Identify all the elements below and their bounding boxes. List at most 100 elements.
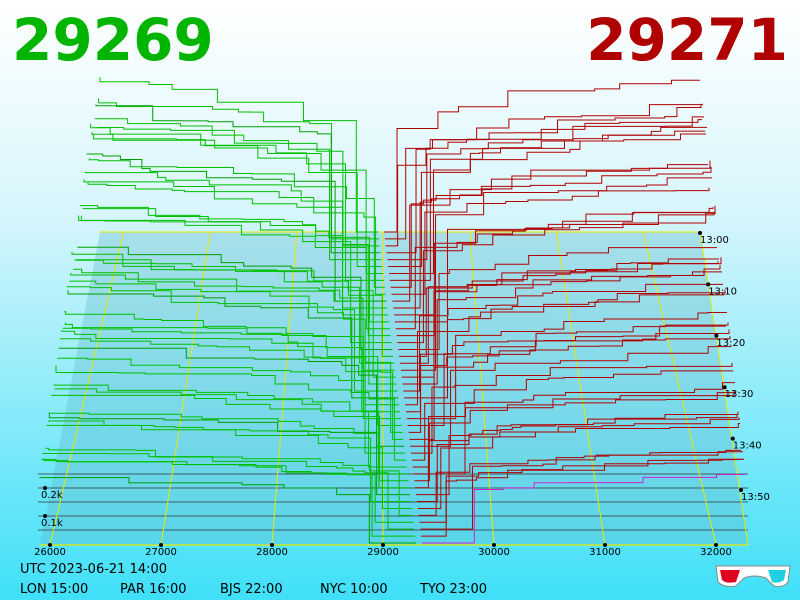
bid-depth-line: [95, 104, 381, 254]
depth-tick-dot: [43, 514, 47, 518]
bid-depth-line: [77, 246, 393, 350]
bid-depth-line: [91, 131, 384, 274]
bid-depth-line: [57, 357, 406, 454]
depth-tick-label: 0.2k: [41, 490, 63, 501]
bid-depth-line: [66, 286, 400, 406]
time-tick-dot: [739, 488, 743, 492]
price-tick-dot: [270, 543, 274, 547]
price-tick-label: 29000: [367, 547, 399, 558]
bid-depth-line: [80, 215, 390, 330]
bid-depth-line: [76, 259, 394, 357]
ask-depth-line: [386, 103, 703, 254]
bid-price: 29269: [12, 6, 214, 74]
ask-depth-line: [401, 257, 722, 378]
depth-tick-dot: [43, 486, 47, 490]
ask-depth-line: [387, 116, 704, 261]
bid-depth-line: [99, 77, 378, 233]
time-zone: LON 15:00: [20, 582, 88, 597]
bid-depth-line: [46, 424, 412, 509]
ask-depth-line: [405, 289, 726, 406]
ask-depth-line: [393, 166, 712, 309]
time-tick-label: 13:30: [725, 389, 754, 400]
price-grid-line: [271, 231, 298, 546]
bid-depth-line: [42, 453, 415, 530]
bid-depth-line: [74, 259, 395, 364]
red-lens: [720, 570, 740, 583]
price-grid-line: [556, 231, 606, 546]
bid-depth-line: [50, 412, 410, 489]
bid-depth-line: [39, 477, 416, 544]
price-tick-label: 30000: [478, 547, 510, 558]
bid-depth-line: [86, 153, 387, 302]
ask-depth-line: [395, 212, 715, 330]
ask-depth-line: [397, 212, 716, 344]
price-tick-label: 26000: [34, 547, 66, 558]
price-tick-label: 28000: [256, 547, 288, 558]
ask-depth-line: [384, 104, 701, 240]
time-tick-dot: [714, 333, 719, 338]
ask-depth-line: [392, 160, 711, 302]
bid-depth-line: [78, 215, 392, 344]
bid-depth-line: [80, 205, 391, 337]
time-zone: PAR 16:00: [120, 582, 187, 597]
bid-depth-line: [88, 158, 385, 288]
time-tick-label: 13:00: [700, 235, 729, 246]
bid-depth-line: [72, 268, 395, 371]
bid-depth-line: [58, 347, 405, 447]
bid-depth-line: [70, 272, 397, 385]
bid-depth-line: [54, 388, 407, 468]
ask-depth-line: [418, 449, 741, 516]
ask-depth-line: [385, 119, 702, 247]
utc-time: UTC 2023-06-21 14:00: [20, 562, 167, 577]
ask-depth-line: [398, 247, 717, 350]
ask-depth-line: [414, 392, 736, 482]
bid-depth-line: [69, 280, 398, 392]
ask-depth-line: [411, 362, 733, 454]
ask-depth-line: [410, 346, 732, 447]
price-tick-dot: [492, 543, 496, 547]
depth-lines: [39, 77, 745, 544]
time-zone: TYO 23:00: [419, 582, 487, 597]
ask-depth-line: [407, 322, 729, 427]
ask-depth-line: [389, 133, 706, 274]
time-tick-dot: [706, 282, 711, 287]
ask-depth-line: [396, 205, 716, 337]
ask-depth-line: [389, 126, 707, 281]
ask-depth-line: [409, 336, 731, 440]
floor: [40, 232, 748, 545]
bid-depth-line: [71, 251, 396, 378]
ask-depth-line: [402, 271, 722, 385]
ask-depth-line: [403, 283, 723, 392]
bid-depth-line: [84, 171, 388, 309]
bid-depth-line: [94, 118, 382, 261]
depth-tick-label: 0.1k: [41, 518, 63, 529]
price-grid-line: [160, 231, 211, 546]
ask-price: 29271: [586, 6, 788, 74]
price-tick-dot: [48, 543, 52, 547]
bid-depth-line: [98, 98, 379, 240]
bid-depth-line: [64, 322, 400, 413]
ask-depth-line: [384, 79, 700, 233]
bid-depth-line: [55, 365, 406, 461]
ask-depth-line: [412, 390, 735, 468]
price-tick-dot: [714, 543, 718, 547]
bid-depth-line: [41, 458, 416, 537]
time-tick-dot: [698, 231, 702, 235]
price-tick-label: 32000: [700, 547, 732, 558]
ask-depth-line: [400, 258, 719, 364]
price-tick-dot: [381, 543, 385, 547]
bid-depth-line: [90, 123, 384, 281]
bid-depth-line: [53, 384, 408, 475]
bid-depth-line: [97, 126, 380, 247]
time-tick-label: 13:10: [708, 286, 737, 297]
time-tick-label: 13:20: [716, 338, 745, 349]
bid-depth-line: [64, 311, 401, 420]
ask-depth-line: [416, 411, 739, 496]
time-tick-dot: [722, 385, 727, 390]
price-tick-label: 27000: [145, 547, 177, 558]
time-tick-dot: [730, 436, 735, 441]
ask-depth-line: [404, 292, 725, 399]
bid-depth-line: [67, 290, 399, 399]
